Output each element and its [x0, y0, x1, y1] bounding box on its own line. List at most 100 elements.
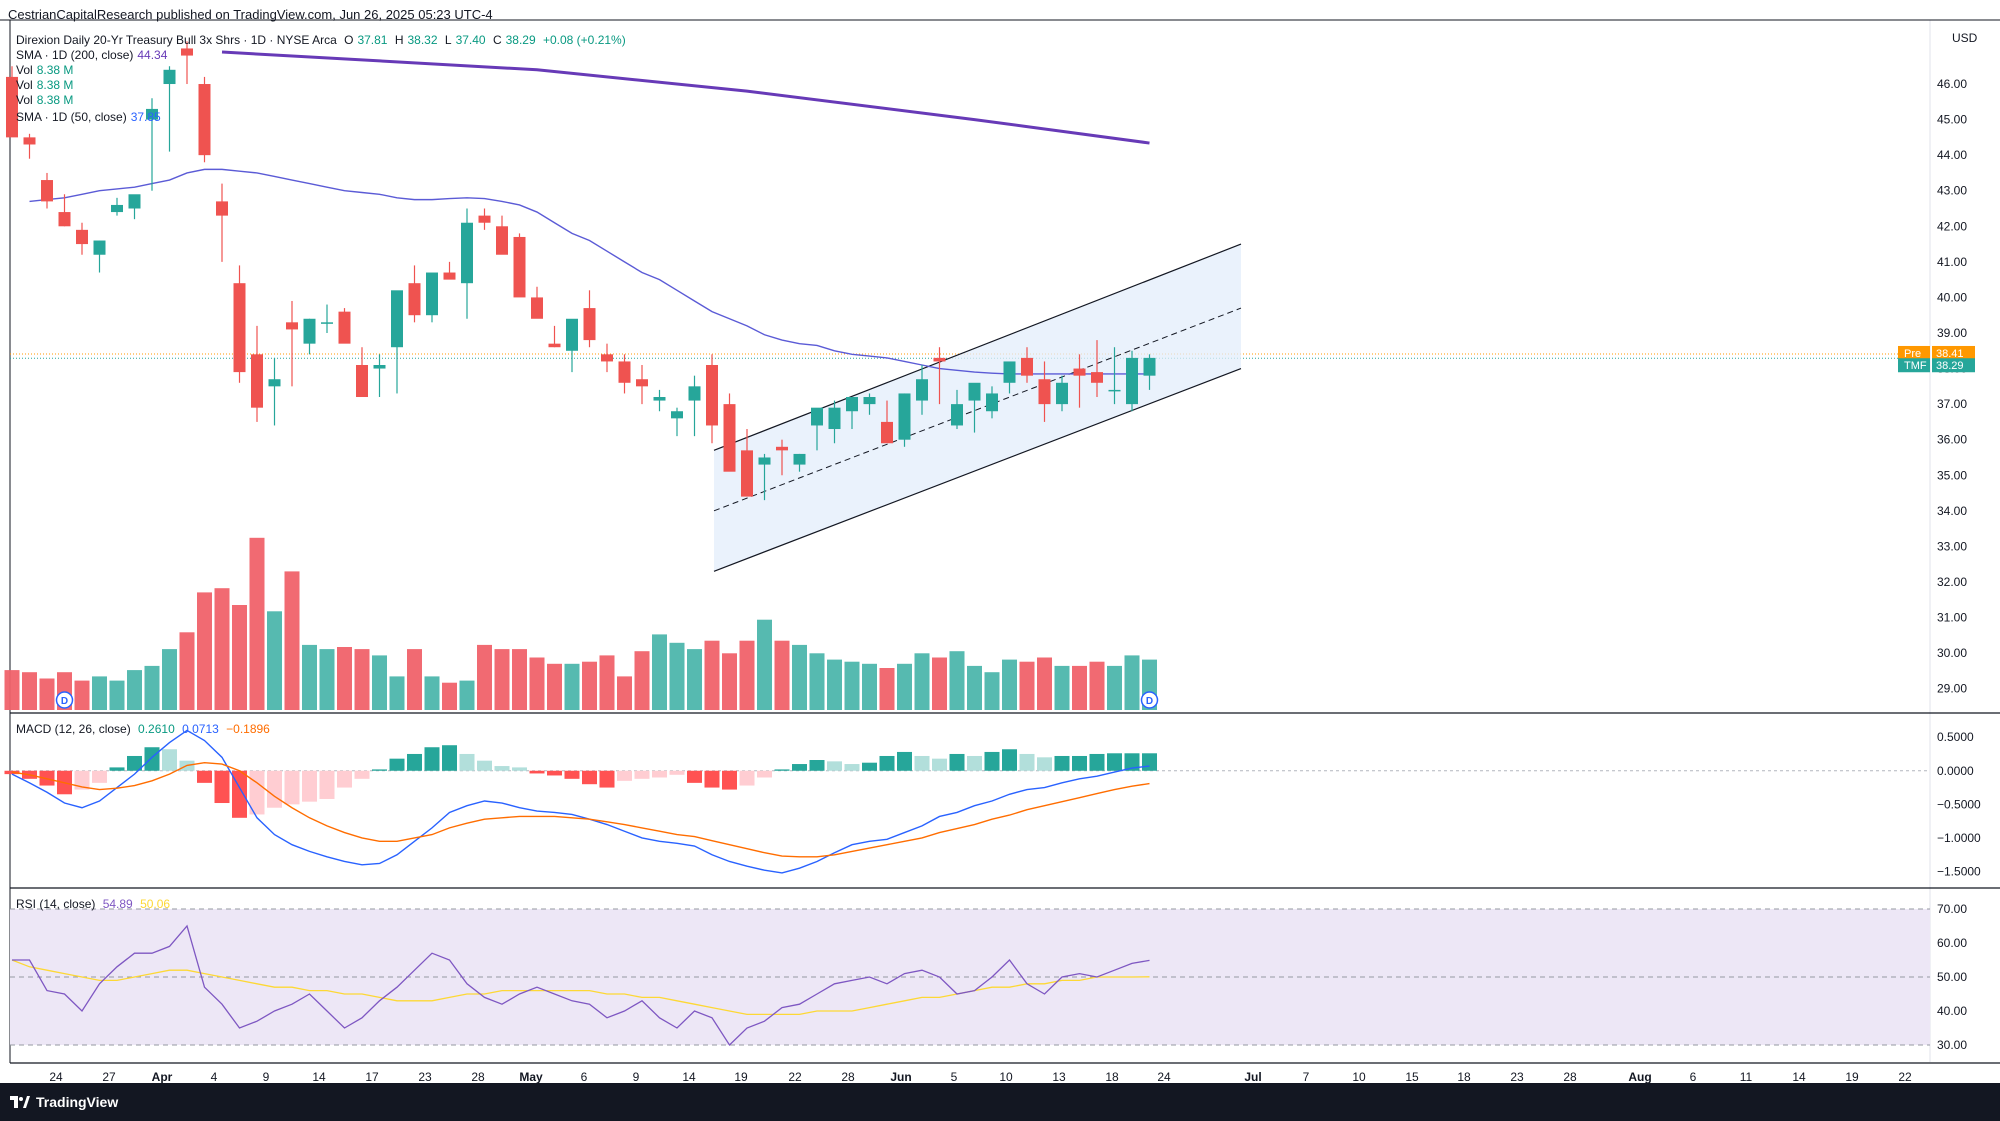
- candle: [58, 194, 71, 227]
- candle-body: [198, 84, 211, 156]
- candle-body: [1021, 357, 1033, 376]
- volume-bar: [652, 634, 667, 710]
- volume-bar: [389, 676, 405, 710]
- candle-body: [583, 308, 596, 341]
- pre-price-badge-tag-label: Pre: [1904, 348, 1921, 360]
- time-tick-label: 6: [1690, 1070, 1697, 1084]
- volume-bar: [949, 651, 965, 710]
- time-tick-label: 4: [211, 1070, 218, 1084]
- time-tick-label: 15: [1405, 1070, 1419, 1084]
- candle-body: [76, 229, 88, 245]
- macd-histogram-bar: [932, 758, 947, 771]
- candle-body: [1056, 382, 1068, 405]
- candle-body: [443, 272, 456, 280]
- price-tick-label: 29.00: [1937, 682, 1967, 696]
- macd-histogram-bar: [144, 747, 160, 771]
- time-tick-label: Jun: [890, 1070, 911, 1084]
- candle-body: [1091, 372, 1103, 383]
- candle-body: [706, 365, 718, 426]
- candle-body: [548, 343, 561, 348]
- dividend-marker: D: [55, 691, 74, 709]
- candle: [531, 286, 543, 319]
- volume-bar: [967, 665, 982, 710]
- candle: [1091, 340, 1103, 398]
- time-tick-label: May: [519, 1070, 543, 1084]
- macd-histogram-bar: [127, 755, 142, 771]
- dividend-marker: D: [1140, 691, 1159, 709]
- macd-histogram-bar: [792, 764, 807, 771]
- last-price-badge-value-box: [1932, 358, 1975, 373]
- time-tick-label: 14: [1792, 1070, 1806, 1084]
- time-tick-label: Aug: [1628, 1070, 1651, 1084]
- candle: [356, 347, 368, 398]
- sma50-line: [29, 168, 1150, 375]
- sma200-label: SMA · 1D (200, close): [16, 48, 134, 62]
- price-tick-label: 43.00: [1937, 184, 1967, 198]
- macd-histogram-bar: [1124, 753, 1140, 771]
- macd-histogram-bar: [1002, 749, 1017, 771]
- macd-line: [11, 729, 1150, 874]
- macd-histogram-bar: [372, 769, 387, 771]
- candle: [811, 407, 823, 451]
- volume-bar: [844, 661, 860, 710]
- candle-body: [93, 240, 106, 255]
- time-tick-label: 5: [951, 1070, 958, 1084]
- candle-body: [758, 457, 771, 465]
- candle-body: [58, 212, 71, 227]
- macd-line-value: 0.0713: [182, 722, 219, 736]
- candle-body: [601, 354, 613, 362]
- volume-bar: [897, 663, 912, 710]
- candle-body: [566, 318, 578, 351]
- candle-body: [741, 450, 753, 497]
- candle-body: [1108, 389, 1121, 392]
- dividend-marker-label: D: [1146, 696, 1153, 707]
- candle-body: [163, 69, 176, 85]
- volume-bar: [22, 672, 37, 710]
- time-tick-label: 18: [1105, 1070, 1119, 1084]
- macd-histogram-bar: [739, 770, 755, 786]
- candle-body: [688, 386, 701, 401]
- volume-bar: [74, 680, 90, 710]
- brand-name: TradingView: [36, 1094, 119, 1110]
- macd-histogram-bar: [442, 745, 457, 771]
- macd-histogram-bar: [599, 770, 615, 788]
- candle: [583, 290, 596, 348]
- macd-histogram-bar: [389, 758, 405, 771]
- candle: [163, 66, 176, 152]
- tradingview-logo[interactable]: TradingView: [10, 1094, 118, 1110]
- candle: [268, 357, 281, 426]
- macd-histogram-bar: [914, 755, 930, 771]
- macd-tick-label: 0.0000: [1937, 764, 1974, 778]
- volume-bar: [704, 640, 720, 710]
- time-tick-label: 28: [471, 1070, 485, 1084]
- symbol-legend: Direxion Daily 20-Yr Treasury Bull 3x Sh…: [16, 33, 634, 48]
- macd-histogram-bar: [529, 770, 545, 774]
- macd-histogram-bar: [162, 749, 177, 771]
- rsi-tick-label: 50.00: [1937, 970, 1967, 984]
- sma50-legend: SMA · 1D (50, close) 37.85: [16, 110, 165, 125]
- time-tick-label: 6: [581, 1070, 588, 1084]
- macd-histogram-bar: [844, 764, 860, 771]
- macd-histogram-bar: [984, 751, 1000, 771]
- vol-legend-1: Vol 8.38 M: [16, 63, 77, 78]
- close-value: 38.29: [505, 33, 536, 47]
- candle-body: [391, 290, 403, 348]
- volume-bar: [1107, 665, 1122, 710]
- volume-bar: [162, 649, 177, 710]
- time-tick-label: 17: [365, 1070, 379, 1084]
- candle-body: [426, 272, 438, 316]
- volume-bar: [827, 659, 842, 710]
- rsi-line: [12, 924, 1150, 1047]
- candle-body: [671, 411, 683, 419]
- candle: [478, 208, 491, 230]
- volume-bar: [634, 651, 650, 710]
- high-value: 38.32: [407, 33, 438, 47]
- macd-tick-label: −0.5000: [1937, 797, 1981, 811]
- macd-histogram-bar: [897, 751, 912, 771]
- candle: [408, 265, 421, 323]
- candle-body: [216, 201, 228, 216]
- volume-bar: [494, 649, 510, 710]
- price-tick-label: 37.00: [1937, 397, 1967, 411]
- volume-bar: [144, 665, 160, 710]
